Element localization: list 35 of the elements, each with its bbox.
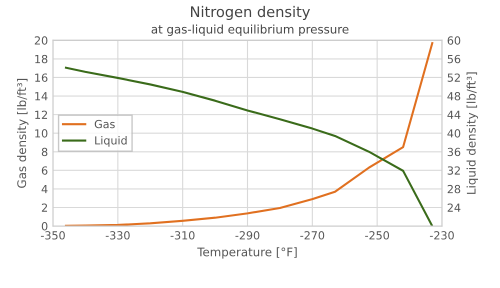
- x-tick-label: -350: [40, 231, 65, 240]
- y2-tick-label: 40: [447, 129, 460, 138]
- y-tick-label: 20: [34, 36, 48, 45]
- y-axis-title: Gas density [lb/ft³]: [17, 78, 28, 188]
- y2-tick-label: 28: [448, 184, 460, 194]
- y2-tick-label: 60: [448, 36, 460, 45]
- y-tick-label: 4: [42, 185, 48, 194]
- y2-tick-label: 52: [448, 73, 460, 82]
- y-tick-label: 6: [42, 166, 48, 175]
- x-tick-label: -310: [170, 231, 195, 240]
- legend-label: Liquid: [95, 136, 127, 147]
- x-tick-label: -230: [430, 231, 454, 240]
- y-tick-label: 0: [42, 222, 48, 230]
- x-tick-label: -290: [235, 231, 260, 240]
- y2-tick-label: 56: [448, 54, 460, 64]
- x-tick-label: -330: [106, 231, 130, 240]
- chart-subtitle: at gas-liquid equilibrium pressure: [152, 24, 348, 36]
- chart-title: Nitrogen density: [191, 6, 310, 20]
- y-tick-label: 2: [42, 203, 48, 212]
- y2-tick-label: 36: [448, 148, 460, 156]
- y-tick-label: 14: [35, 92, 48, 100]
- y2-axis-title: Liquid density [lb/ft³]: [466, 72, 478, 194]
- y2-tick-label: 32: [448, 166, 460, 175]
- y-tick-label: 8: [42, 148, 48, 156]
- y-tick-label: 10: [35, 129, 48, 138]
- y-tick-label: 12: [35, 110, 48, 119]
- x-tick-label: -270: [300, 231, 324, 240]
- y-tick-label: 18: [35, 54, 48, 64]
- y2-tick-label: 48: [447, 92, 460, 100]
- x-axis-title: Temperature [°F]: [197, 247, 297, 259]
- y2-tick-label: 24: [448, 203, 460, 212]
- y-tick-label: 16: [35, 73, 48, 82]
- y2-tick-label: 44: [447, 110, 460, 119]
- legend-label: Gas: [94, 120, 115, 128]
- x-tick-label: -250: [365, 231, 390, 240]
